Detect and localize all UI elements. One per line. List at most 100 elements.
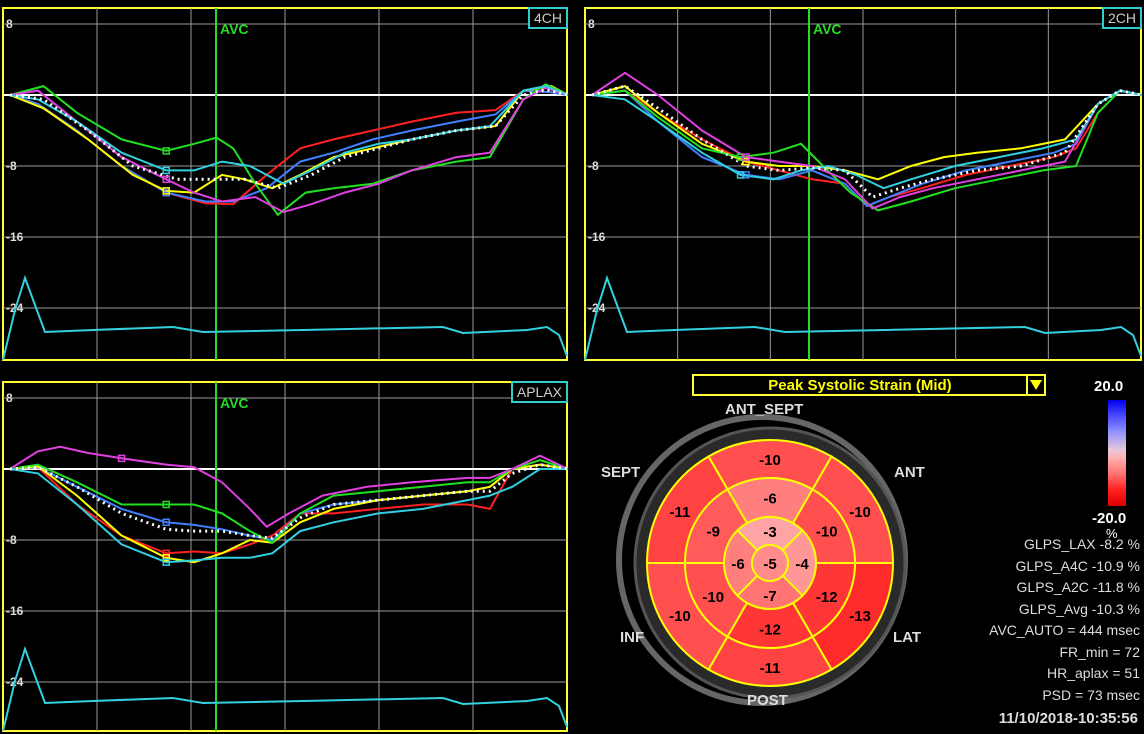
wall-label-lat: LAT (893, 629, 922, 646)
mid-segment-5-value: -10 (702, 589, 724, 606)
timestamp: 11/10/2018-10:35:56 (998, 710, 1138, 727)
strain-curve-5 (9, 445, 569, 528)
peak-marker[interactable] (162, 147, 170, 155)
mid-segment-3-value: -12 (816, 589, 838, 606)
peak-marker[interactable] (736, 171, 745, 179)
stat-value: -8.2 % (1099, 536, 1140, 552)
strain-curve-6 (9, 468, 568, 564)
average-strain-curve (9, 463, 569, 540)
wall-label-inf: INF (620, 629, 645, 646)
parameter-dropdown-label: Peak Systolic Strain (Mid) (768, 377, 952, 394)
y-tick-label: -16 (6, 604, 24, 618)
stat-label: AVC_AUTO (989, 622, 1068, 638)
y-tick-label: 8 (6, 17, 13, 31)
stat-value: -10.3 % (1091, 600, 1140, 617)
y-tick-label: -8 (588, 159, 599, 173)
mid-segment-6-value: -9 (707, 523, 720, 540)
apex-segment-value: -5 (763, 556, 776, 573)
stat-value: = 72 (1112, 643, 1140, 660)
mid-segment-4-value: -12 (759, 622, 781, 639)
peak-marker[interactable] (162, 175, 170, 184)
ecg-trace (2, 645, 568, 732)
color-scale: 20.0 -20.0 % (1088, 378, 1138, 541)
basal-segment-6-value: -11 (670, 504, 691, 521)
wall-label-ant-sept: ANT_SEPT (725, 401, 804, 418)
peak-marker[interactable] (162, 500, 170, 509)
peak-marker[interactable] (162, 558, 170, 566)
strain-curve-3 (9, 85, 569, 194)
strain-panel-2ch: 8 -8 -16 -24 AVC 2CH (582, 5, 1144, 363)
stat-label: PSD (1042, 686, 1076, 703)
average-strain-curve (9, 88, 569, 190)
color-scale-min: -20.0 (1092, 510, 1127, 527)
apical-segment-2-value: -4 (795, 556, 809, 573)
peak-marker[interactable] (162, 518, 170, 526)
avc-label: AVC (813, 21, 842, 37)
strain-curve-6 (591, 89, 1143, 190)
peak-marker[interactable] (742, 153, 750, 161)
peak-marker[interactable] (162, 549, 170, 558)
y-tick-label: 8 (6, 391, 13, 405)
view-tag-4ch[interactable]: 4CH (527, 7, 568, 29)
peak-marker[interactable] (162, 187, 170, 195)
average-strain-curve (591, 84, 1143, 199)
basal-segment-4-value: -11 (760, 660, 781, 677)
stat-label: GLPS_A4C (1015, 557, 1092, 574)
stat-label: GLPS_LAX (1024, 536, 1100, 552)
strain-curve-1 (9, 89, 569, 206)
peak-marker[interactable] (162, 554, 170, 562)
strain-curve-1 (9, 463, 569, 555)
stats-panel: GLPS_LAX -8.2 % GLPS_A4C -10.9 % GLPS_A2C … (989, 534, 1140, 706)
strain-curve-3 (9, 463, 569, 564)
view-tag-2ch[interactable]: 2CH (1101, 7, 1142, 29)
dropdown-arrow-icon[interactable] (1026, 376, 1044, 394)
mid-segment-1-value: -6 (763, 491, 776, 508)
basal-segment-3-value: -13 (849, 608, 871, 625)
strain-curve-5 (9, 86, 569, 214)
stat-row: FR_min = 72 (989, 642, 1140, 664)
stat-row: GLPS_Avg -10.3 % (989, 599, 1140, 621)
y-tick-label: -16 (588, 230, 606, 244)
stat-row: HR_aplax = 51 (989, 663, 1140, 685)
apex-segment[interactable] (751, 544, 789, 582)
strain-curve-4 (9, 83, 569, 217)
color-scale-max: 20.0 (1094, 378, 1124, 395)
color-scale-unit: % (1106, 526, 1118, 541)
strain-curve-6 (9, 85, 569, 185)
apical-segment-3-value: -7 (763, 588, 776, 605)
strain-curve-2 (9, 89, 569, 203)
strain-panel-4ch: 8 -8 -16 -24 AVC 4CH (0, 5, 570, 363)
stat-value: = 444 msec (1067, 622, 1140, 638)
stat-value: -11.8 % (1092, 579, 1140, 595)
stat-row: PSD = 73 msec (989, 685, 1140, 707)
y-tick-label: 8 (588, 17, 595, 31)
parameter-dropdown[interactable]: Peak Systolic Strain (Mid) (692, 374, 1046, 396)
strain-panel-aplax: 8 -8 -16 -24 AVC APLAX (0, 379, 570, 734)
stat-row: GLPS_A4C -10.9 % (989, 556, 1140, 578)
stat-value: -10.9 % (1091, 557, 1140, 574)
peak-marker[interactable] (162, 166, 170, 175)
stat-label: GLPS_A2C (1016, 579, 1093, 595)
ecg-trace (2, 274, 568, 361)
stat-row: AVC_AUTO = 444 msec (989, 620, 1140, 642)
basal-segment-2-value: -10 (849, 504, 871, 521)
apical-segment-4-value: -6 (731, 556, 744, 573)
y-tick-label: -8 (6, 533, 17, 547)
bulls-eye-plot[interactable]: -10 -10 -13 -11 -10 -11 -6 -10 -12 -12 -10 -9 -3 -4 -7… (605, 400, 935, 730)
wall-label-ant: ANT (894, 464, 925, 481)
peak-marker[interactable] (742, 157, 750, 166)
strain-curve-3 (591, 85, 1143, 181)
peak-marker[interactable] (117, 454, 126, 463)
stat-label: FR_min (1059, 643, 1113, 660)
strain-curve-2 (9, 463, 569, 542)
wall-label-post: POST (747, 692, 788, 709)
stat-label: GLPS_Avg (1018, 600, 1092, 617)
strain-curve-4 (591, 89, 1143, 212)
stat-value: = 51 (1112, 665, 1140, 681)
ecg-trace (584, 274, 1142, 361)
view-tag-aplax[interactable]: APLAX (510, 381, 568, 403)
mid-segment-2-value: -10 (816, 523, 838, 540)
